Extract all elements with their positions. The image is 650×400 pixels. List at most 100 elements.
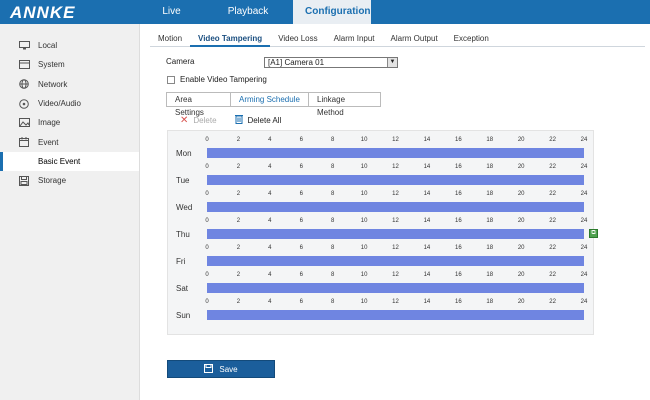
hour-tick: 24 <box>580 191 588 197</box>
hour-tick: 2 <box>236 245 241 251</box>
schedule-bar[interactable] <box>207 256 584 266</box>
hour-tick: 22 <box>549 245 556 251</box>
hour-tick: 24 <box>580 218 588 224</box>
sidebar-item-label: Storage <box>38 176 67 186</box>
hour-tick: 18 <box>486 218 494 224</box>
hour-tick: 20 <box>517 137 525 143</box>
schedule-bar[interactable] <box>207 310 584 320</box>
hour-tick: 22 <box>549 299 556 305</box>
hour-tick: 8 <box>330 164 335 170</box>
close-icon: ✕ <box>180 114 189 126</box>
hour-tick: 6 <box>299 245 303 251</box>
hour-tick: 4 <box>268 299 272 305</box>
sidebar-item-event[interactable]: Event <box>0 132 139 151</box>
schedule-bar[interactable] <box>207 175 584 185</box>
sidebar-item-storage[interactable]: Storage <box>0 171 139 190</box>
hour-tick: 24 <box>580 245 588 251</box>
arming-schedule-grid: Mon 0 2 4 6 8 10 12 14 16 18 20 22 24 Tue 0 2 4 6 8 10 12 14 16… <box>167 130 598 335</box>
hour-tick: 4 <box>268 137 272 143</box>
day-label: Sat <box>176 284 189 293</box>
hour-tick: 6 <box>299 164 303 170</box>
top-bar: ANNKE Live View Playback Configuration <box>0 0 650 41</box>
sidebar-item-system[interactable]: System <box>0 55 139 74</box>
hour-tick: 8 <box>330 299 335 305</box>
hour-tick: 6 <box>299 137 303 143</box>
globe-icon <box>18 79 30 90</box>
sidebar-item-image[interactable]: Image <box>0 113 139 132</box>
hour-tick: 2 <box>236 299 241 305</box>
hour-tick: 14 <box>423 245 431 251</box>
nav-configuration[interactable]: Configuration <box>293 0 371 24</box>
hour-ticks: 0 2 4 6 8 10 12 14 16 18 20 22 24 <box>202 218 588 227</box>
sidebar-item-label: Event <box>38 137 59 147</box>
tab-arming-schedule[interactable]: Arming Schedule <box>230 92 308 107</box>
hour-tick: 18 <box>486 137 494 143</box>
hour-tick: 10 <box>360 191 368 197</box>
nav-live-view[interactable]: Live View <box>160 6 183 41</box>
delete-label: Delete <box>193 115 217 125</box>
delete-button[interactable]: ✕ Delete <box>180 115 217 126</box>
sidebar-item-local[interactable]: Local <box>0 36 139 55</box>
hour-tick: 20 <box>517 164 525 170</box>
sidebar-item-basic-event[interactable]: Basic Event <box>0 151 139 172</box>
storage-icon <box>18 175 30 186</box>
schedule-bar[interactable] <box>207 283 584 293</box>
hour-tick: 4 <box>268 245 272 251</box>
sidebar-item-video-audio[interactable]: Video/Audio <box>0 94 139 113</box>
hour-tick: 2 <box>236 191 241 197</box>
top-nav: Live View Playback Configuration <box>140 0 371 41</box>
tab-linkage-method[interactable]: Linkage Method <box>308 92 381 117</box>
hour-tick: 14 <box>423 218 431 224</box>
hour-tick: 16 <box>454 218 462 224</box>
tab-exception[interactable]: Exception <box>453 34 489 43</box>
delete-all-button[interactable]: Delete All <box>234 114 281 127</box>
schedule-bar[interactable] <box>207 229 584 239</box>
tab-video-tampering[interactable]: Video Tampering <box>190 33 271 47</box>
hour-tick: 16 <box>454 272 462 278</box>
schedule-bar[interactable] <box>207 148 584 158</box>
hour-tick: 12 <box>392 164 399 170</box>
enable-row: Enable Video Tampering <box>167 75 267 84</box>
brand-logo: ANNKE <box>10 3 76 22</box>
tab-video-loss[interactable]: Video Loss <box>278 34 318 43</box>
hour-tick: 10 <box>360 164 368 170</box>
hour-ticks: 0 2 4 6 8 10 12 14 16 18 20 22 24 <box>202 245 588 254</box>
hour-tick: 24 <box>580 272 588 278</box>
hour-tick: 12 <box>392 137 399 143</box>
nav-playback[interactable]: Playback <box>227 6 269 17</box>
copy-schedule-icon[interactable]: ⧉ <box>589 229 598 238</box>
hour-tick: 24 <box>580 299 588 305</box>
hour-tick: 8 <box>330 272 335 278</box>
monitor-icon <box>18 41 30 51</box>
hour-tick: 6 <box>299 272 303 278</box>
schedule-bar[interactable] <box>207 202 584 212</box>
hour-tick: 12 <box>392 272 399 278</box>
hour-tick: 2 <box>236 137 241 143</box>
tab-alarm-output[interactable]: Alarm Output <box>390 34 438 43</box>
video-icon <box>18 98 30 109</box>
hour-tick: 6 <box>299 218 303 224</box>
hour-tick: 0 <box>205 299 209 305</box>
tab-area-settings[interactable]: Area Settings <box>166 92 230 117</box>
enable-video-tampering-checkbox[interactable] <box>167 75 175 84</box>
tab-alarm-input[interactable]: Alarm Input <box>333 34 375 43</box>
save-button[interactable]: Save <box>167 360 275 378</box>
sidebar-item-label: Local <box>38 41 58 51</box>
tab-motion[interactable]: Motion <box>158 34 183 43</box>
hour-tick: 20 <box>517 191 525 197</box>
hour-tick: 10 <box>360 218 368 224</box>
hour-tick: 20 <box>517 272 525 278</box>
hour-tick: 14 <box>423 191 431 197</box>
hour-tick: 0 <box>205 137 209 143</box>
sidebar-item-label: Video/Audio <box>38 99 81 109</box>
hour-tick: 2 <box>236 164 241 170</box>
hour-tick: 22 <box>549 191 556 197</box>
camera-select[interactable]: [A1] Camera 01 ▼ <box>264 57 398 68</box>
image-icon <box>18 118 30 128</box>
sidebar-item-network[interactable]: Network <box>0 75 139 94</box>
hour-tick: 18 <box>486 272 494 278</box>
hour-tick: 14 <box>423 137 431 143</box>
schedule-row-fri: Fri 0 2 4 6 8 10 12 14 16 18 20 22 24 <box>168 243 595 270</box>
hour-tick: 12 <box>392 245 399 251</box>
day-label: Mon <box>176 149 192 158</box>
